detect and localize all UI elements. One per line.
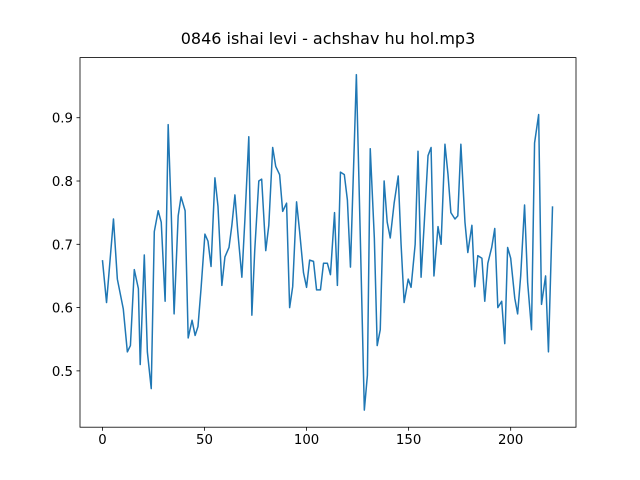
x-tick-label: 50 bbox=[196, 433, 213, 448]
x-tick-label: 0 bbox=[98, 433, 106, 448]
y-tick-label: 0.6 bbox=[52, 302, 73, 317]
chart-title: 0846 ishai levi - achshav hu hol.mp3 bbox=[181, 29, 476, 48]
x-tick-label: 100 bbox=[294, 433, 319, 448]
data-line bbox=[101, 73, 554, 411]
plot-frame bbox=[79, 57, 577, 428]
y-tick-label: 0.9 bbox=[52, 112, 73, 127]
y-tick-label: 0.7 bbox=[52, 238, 73, 253]
y-tick-label: 0.8 bbox=[52, 175, 73, 190]
x-tick-label: 200 bbox=[498, 433, 523, 448]
y-tick-label: 0.5 bbox=[52, 365, 73, 380]
x-tick-label: 150 bbox=[396, 433, 421, 448]
